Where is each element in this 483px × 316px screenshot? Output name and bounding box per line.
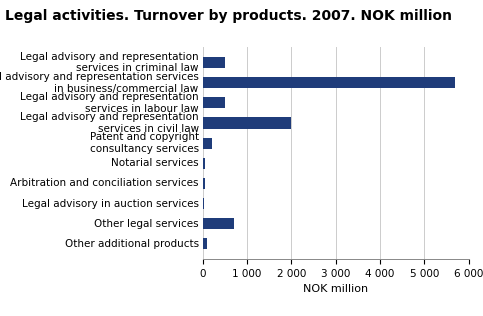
Bar (203, 218, 234, 229)
Bar (203, 178, 205, 189)
Bar (203, 238, 207, 250)
Bar (203, 138, 212, 149)
Text: Legal activities. Turnover by products. 2007. NOK million: Legal activities. Turnover by products. … (5, 9, 452, 23)
Bar (203, 77, 455, 88)
Bar (203, 158, 205, 169)
Bar (203, 97, 225, 108)
Bar (203, 118, 291, 129)
X-axis label: NOK million: NOK million (303, 284, 368, 295)
Bar (203, 57, 225, 68)
Bar (203, 198, 204, 209)
